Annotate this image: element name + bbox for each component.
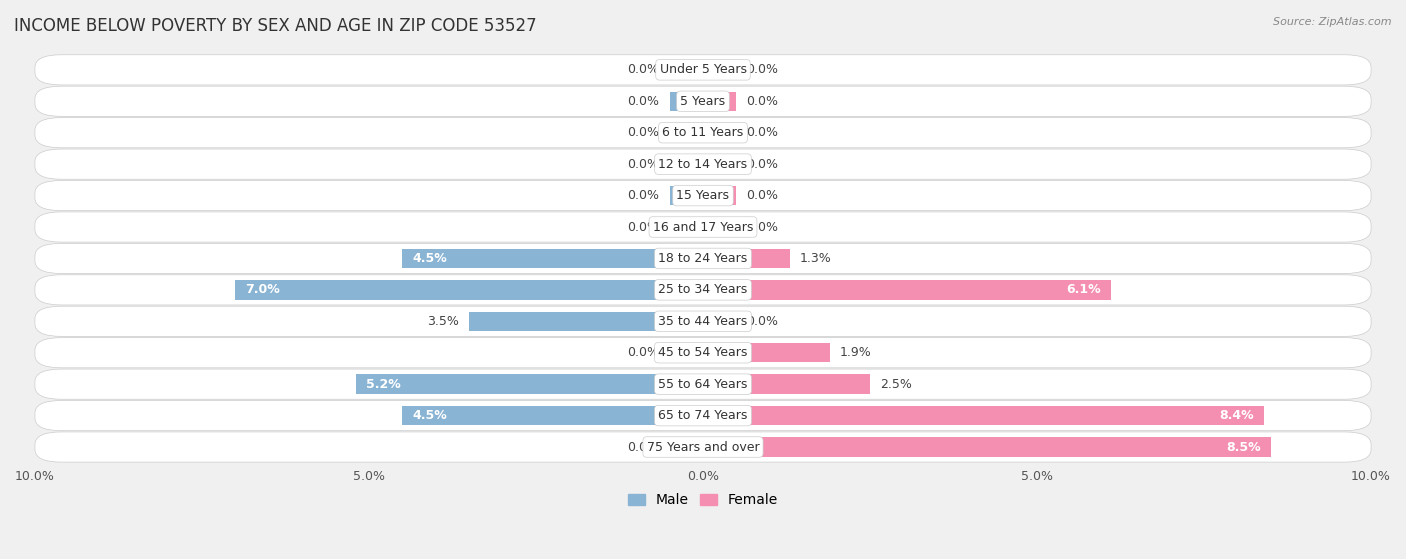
FancyBboxPatch shape [35,432,1371,462]
Text: 2.5%: 2.5% [880,378,912,391]
Bar [669,154,703,174]
FancyBboxPatch shape [35,149,1371,179]
Text: 1.3%: 1.3% [800,252,831,265]
Bar [703,280,1111,300]
Text: 65 to 74 Years: 65 to 74 Years [658,409,748,422]
Bar [703,186,737,205]
Bar [669,60,703,79]
Text: 0.0%: 0.0% [747,315,779,328]
Bar [703,249,790,268]
Bar [669,217,703,237]
Text: 7.0%: 7.0% [246,283,280,296]
Bar [703,406,1264,425]
Bar [703,60,737,79]
Text: Source: ZipAtlas.com: Source: ZipAtlas.com [1274,17,1392,27]
Text: 0.0%: 0.0% [627,440,659,453]
Text: 4.5%: 4.5% [412,252,447,265]
FancyBboxPatch shape [35,181,1371,211]
Text: 0.0%: 0.0% [747,63,779,77]
FancyBboxPatch shape [35,306,1371,337]
Bar [402,406,703,425]
Text: 5.2%: 5.2% [366,378,401,391]
Text: 0.0%: 0.0% [747,126,779,139]
FancyBboxPatch shape [35,86,1371,116]
Text: 6 to 11 Years: 6 to 11 Years [662,126,744,139]
Text: 0.0%: 0.0% [627,63,659,77]
FancyBboxPatch shape [35,212,1371,242]
Bar [703,375,870,394]
FancyBboxPatch shape [35,55,1371,85]
FancyBboxPatch shape [35,243,1371,273]
Bar [703,92,737,111]
Bar [669,343,703,362]
Text: 45 to 54 Years: 45 to 54 Years [658,346,748,359]
Bar [669,437,703,457]
Legend: Male, Female: Male, Female [623,488,783,513]
Text: 12 to 14 Years: 12 to 14 Years [658,158,748,170]
Text: Under 5 Years: Under 5 Years [659,63,747,77]
Bar [402,249,703,268]
Text: 0.0%: 0.0% [627,220,659,234]
Text: 0.0%: 0.0% [627,95,659,108]
Bar [235,280,703,300]
FancyBboxPatch shape [35,117,1371,148]
Bar [669,186,703,205]
Text: 0.0%: 0.0% [627,189,659,202]
Bar [703,437,1271,457]
Text: 5 Years: 5 Years [681,95,725,108]
Bar [703,123,737,143]
Text: 4.5%: 4.5% [412,409,447,422]
Text: 0.0%: 0.0% [747,189,779,202]
Bar [703,343,830,362]
Bar [703,154,737,174]
FancyBboxPatch shape [35,400,1371,430]
Text: 18 to 24 Years: 18 to 24 Years [658,252,748,265]
Text: 0.0%: 0.0% [747,220,779,234]
Text: 6.1%: 6.1% [1066,283,1101,296]
Text: 25 to 34 Years: 25 to 34 Years [658,283,748,296]
Text: 15 Years: 15 Years [676,189,730,202]
FancyBboxPatch shape [35,338,1371,368]
Text: 35 to 44 Years: 35 to 44 Years [658,315,748,328]
Text: 16 and 17 Years: 16 and 17 Years [652,220,754,234]
Text: 55 to 64 Years: 55 to 64 Years [658,378,748,391]
Text: 3.5%: 3.5% [427,315,460,328]
Text: 0.0%: 0.0% [627,158,659,170]
Bar [669,92,703,111]
Text: INCOME BELOW POVERTY BY SEX AND AGE IN ZIP CODE 53527: INCOME BELOW POVERTY BY SEX AND AGE IN Z… [14,17,537,35]
Text: 1.9%: 1.9% [839,346,872,359]
Text: 0.0%: 0.0% [627,126,659,139]
Bar [703,311,737,331]
Text: 75 Years and over: 75 Years and over [647,440,759,453]
FancyBboxPatch shape [35,369,1371,399]
Bar [356,375,703,394]
Bar [703,217,737,237]
Text: 0.0%: 0.0% [747,95,779,108]
Text: 0.0%: 0.0% [627,346,659,359]
Text: 8.4%: 8.4% [1219,409,1254,422]
Text: 0.0%: 0.0% [747,158,779,170]
Text: 8.5%: 8.5% [1226,440,1261,453]
Bar [669,123,703,143]
FancyBboxPatch shape [35,275,1371,305]
Bar [470,311,703,331]
